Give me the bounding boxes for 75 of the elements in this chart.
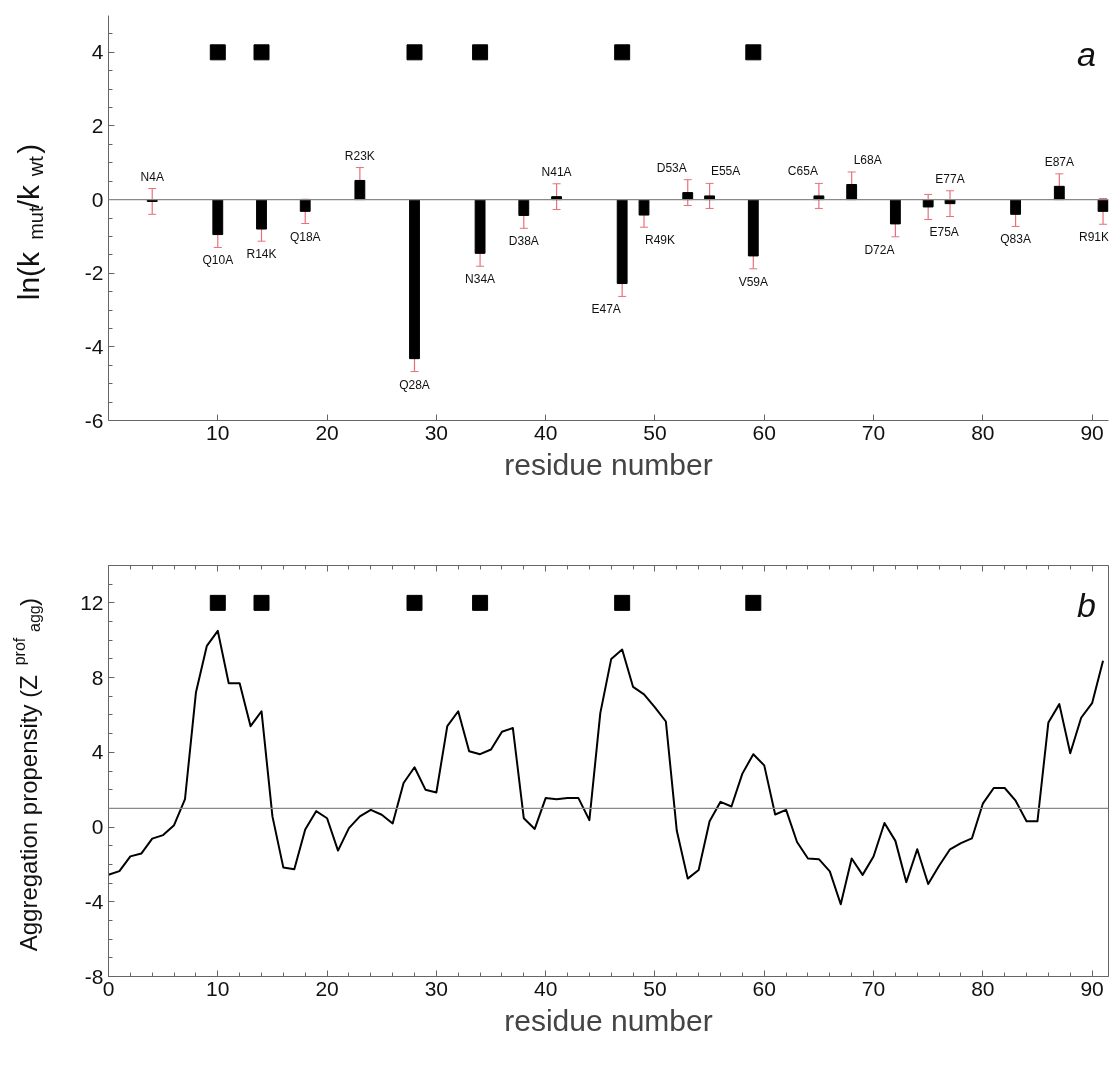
x-tick-label: 70 (861, 420, 886, 444)
annotation: R14K (246, 247, 277, 262)
x-tick-label: 20 (315, 976, 339, 1000)
bar (616, 199, 628, 285)
bar (747, 199, 759, 257)
y-tick-label: 0 (91, 187, 104, 211)
x-axis-title: residue number (504, 447, 713, 481)
x-tick-label: 50 (643, 420, 667, 444)
annotation: V59A (738, 274, 768, 289)
y-tick-label: 8 (91, 665, 104, 689)
bar (846, 184, 858, 201)
bar (299, 199, 311, 212)
annotation: R23K (344, 148, 375, 163)
y-tick-label: -4 (84, 889, 104, 913)
x-tick-label: 80 (971, 976, 995, 1000)
y-tick-label: -8 (84, 964, 104, 988)
bar (638, 199, 650, 216)
annotation: E55A (710, 164, 741, 179)
x-tick-label: 60 (752, 420, 776, 444)
x-tick-label: 40 (533, 976, 558, 1000)
y-axis-title: Aggregation propensity (Zprofagg) (10, 597, 43, 952)
annotation: N41A (541, 164, 572, 179)
annotation: L68A (853, 152, 882, 167)
annotation: N34A (465, 272, 496, 287)
y-tick-label: 4 (91, 740, 104, 764)
y-tick-label: 0 (91, 815, 104, 839)
annotation: Q28A (399, 377, 430, 392)
annotation: Q83A (1000, 232, 1031, 247)
bar (474, 199, 486, 254)
bar (889, 199, 901, 225)
bar (1010, 199, 1022, 215)
annotation: b (1077, 585, 1096, 624)
annotation: E77A (935, 171, 965, 186)
annotation: C65A (787, 164, 818, 179)
annotation: E47A (591, 302, 621, 317)
bar (922, 199, 934, 208)
annotation: Q10A (202, 253, 234, 268)
bar (409, 199, 420, 360)
annotation: Q18A (289, 229, 321, 244)
bar (256, 199, 267, 230)
y-tick-label: 4 (91, 40, 104, 64)
y-tick-label: -6 (84, 408, 104, 432)
x-axis-title: residue number (504, 1003, 713, 1037)
x-tick-label: 30 (424, 420, 449, 444)
annotation: D38A (508, 234, 539, 249)
x-tick-label: 30 (424, 976, 449, 1000)
y-axis-title: ln(kmut/kwt) (12, 143, 47, 301)
x-tick-label: 10 (206, 976, 230, 1000)
x-tick-label: 60 (752, 976, 776, 1000)
annotation: D72A (864, 242, 895, 257)
y-tick-label: -4 (84, 334, 104, 358)
x-tick-label: 10 (206, 420, 230, 444)
annotation: R91K (1079, 230, 1110, 245)
annotation: E87A (1044, 154, 1074, 169)
y-tick-label: -2 (84, 261, 104, 285)
annotation: E75A (929, 225, 959, 240)
annotation: R49K (645, 233, 676, 248)
bar (212, 199, 224, 236)
annotation: N4A (140, 169, 164, 184)
bar (1097, 199, 1109, 212)
bar (518, 199, 530, 216)
bar (1053, 185, 1065, 201)
line-series (108, 629, 1105, 906)
x-tick-label: 20 (315, 420, 339, 444)
x-tick-label: 40 (533, 420, 558, 444)
annotation: a (1077, 34, 1096, 73)
y-tick-label: 2 (91, 113, 104, 137)
x-tick-label: 50 (643, 976, 667, 1000)
bar (354, 179, 366, 201)
x-tick-label: 90 (1080, 976, 1104, 1000)
y-tick-label: 12 (80, 590, 104, 614)
x-tick-label: 90 (1080, 420, 1104, 444)
annotation: D53A (656, 160, 687, 175)
x-tick-label: 70 (861, 976, 886, 1000)
x-tick-label: 80 (971, 420, 995, 444)
